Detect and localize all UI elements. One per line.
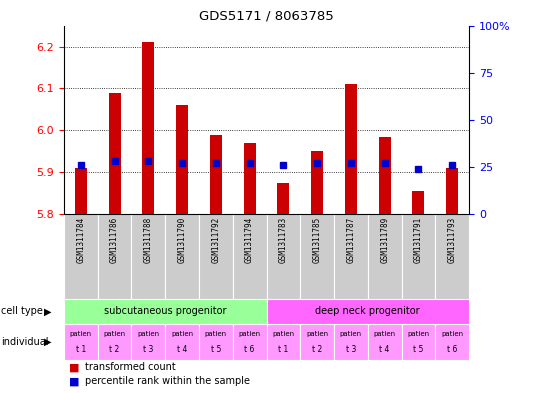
Bar bbox=[334, 324, 368, 360]
Bar bbox=[210, 134, 222, 214]
Bar bbox=[132, 324, 165, 360]
Text: subcutaneous progenitor: subcutaneous progenitor bbox=[104, 307, 227, 316]
Text: patien: patien bbox=[103, 331, 126, 337]
Bar bbox=[266, 299, 469, 324]
Text: t 5: t 5 bbox=[211, 345, 221, 354]
Text: ▶: ▶ bbox=[44, 307, 52, 316]
Bar bbox=[199, 214, 233, 299]
Text: t 3: t 3 bbox=[346, 345, 356, 354]
Bar bbox=[379, 137, 391, 214]
Text: GSM1311788: GSM1311788 bbox=[144, 217, 153, 263]
Text: GSM1311791: GSM1311791 bbox=[414, 217, 423, 263]
Text: GSM1311789: GSM1311789 bbox=[380, 217, 389, 263]
Bar bbox=[266, 214, 300, 299]
Text: patien: patien bbox=[205, 331, 227, 337]
Text: individual: individual bbox=[1, 337, 49, 347]
Text: patien: patien bbox=[171, 331, 193, 337]
Text: t 4: t 4 bbox=[379, 345, 390, 354]
Text: GSM1311786: GSM1311786 bbox=[110, 217, 119, 263]
Bar bbox=[199, 324, 233, 360]
Text: GSM1311793: GSM1311793 bbox=[448, 217, 457, 263]
Text: GSM1311790: GSM1311790 bbox=[177, 217, 187, 263]
Bar bbox=[109, 93, 120, 214]
Text: t 6: t 6 bbox=[245, 345, 255, 354]
Text: GSM1311784: GSM1311784 bbox=[76, 217, 85, 263]
Text: GSM1311792: GSM1311792 bbox=[212, 217, 220, 263]
Text: patien: patien bbox=[407, 331, 430, 337]
Bar bbox=[368, 214, 401, 299]
Bar bbox=[132, 214, 165, 299]
Bar bbox=[446, 168, 458, 214]
Bar bbox=[278, 183, 289, 214]
Text: t 1: t 1 bbox=[76, 345, 86, 354]
Bar bbox=[64, 324, 98, 360]
Bar bbox=[165, 324, 199, 360]
Text: t 1: t 1 bbox=[278, 345, 288, 354]
Bar bbox=[98, 324, 132, 360]
Text: GSM1311785: GSM1311785 bbox=[313, 217, 321, 263]
Bar bbox=[98, 214, 132, 299]
Text: patien: patien bbox=[272, 331, 294, 337]
Text: percentile rank within the sample: percentile rank within the sample bbox=[85, 376, 251, 386]
Bar bbox=[244, 143, 255, 214]
Text: deep neck progenitor: deep neck progenitor bbox=[316, 307, 420, 316]
Bar bbox=[368, 324, 401, 360]
Bar bbox=[345, 84, 357, 214]
Text: t 2: t 2 bbox=[312, 345, 322, 354]
Text: t 2: t 2 bbox=[109, 345, 120, 354]
Bar bbox=[64, 299, 266, 324]
Text: t 6: t 6 bbox=[447, 345, 457, 354]
Text: cell type: cell type bbox=[1, 307, 43, 316]
Bar bbox=[413, 191, 424, 214]
Text: patien: patien bbox=[138, 331, 159, 337]
Text: t 4: t 4 bbox=[177, 345, 187, 354]
Bar bbox=[142, 42, 154, 214]
Bar bbox=[233, 324, 266, 360]
Text: patien: patien bbox=[70, 331, 92, 337]
Text: ■: ■ bbox=[69, 376, 80, 386]
Text: patien: patien bbox=[340, 331, 362, 337]
Bar bbox=[300, 214, 334, 299]
Text: GSM1311787: GSM1311787 bbox=[346, 217, 356, 263]
Bar bbox=[176, 105, 188, 214]
Text: GSM1311783: GSM1311783 bbox=[279, 217, 288, 263]
Bar bbox=[401, 324, 435, 360]
Text: ▶: ▶ bbox=[44, 337, 52, 347]
Text: t 5: t 5 bbox=[413, 345, 424, 354]
Text: t 3: t 3 bbox=[143, 345, 154, 354]
Text: ■: ■ bbox=[69, 362, 80, 373]
Bar bbox=[300, 324, 334, 360]
Text: patien: patien bbox=[441, 331, 463, 337]
Text: transformed count: transformed count bbox=[85, 362, 176, 373]
Text: patien: patien bbox=[374, 331, 395, 337]
Text: patien: patien bbox=[306, 331, 328, 337]
Bar bbox=[334, 214, 368, 299]
Text: patien: patien bbox=[239, 331, 261, 337]
Bar bbox=[435, 214, 469, 299]
Text: GSM1311794: GSM1311794 bbox=[245, 217, 254, 263]
Bar bbox=[435, 324, 469, 360]
Bar bbox=[64, 214, 98, 299]
Bar bbox=[311, 151, 323, 214]
Bar bbox=[165, 214, 199, 299]
Bar bbox=[233, 214, 266, 299]
Bar bbox=[401, 214, 435, 299]
Text: GDS5171 / 8063785: GDS5171 / 8063785 bbox=[199, 10, 334, 23]
Bar bbox=[266, 324, 300, 360]
Bar bbox=[75, 168, 87, 214]
